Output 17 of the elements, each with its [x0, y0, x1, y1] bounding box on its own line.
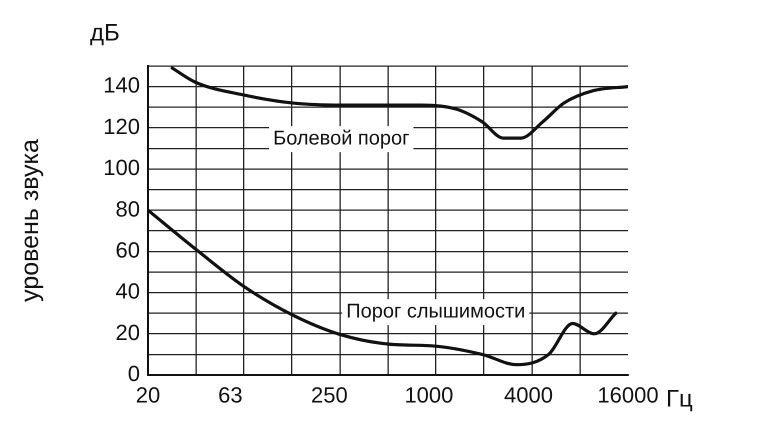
y-tick-label: 20	[116, 320, 140, 345]
x-tick-label: 250	[311, 382, 348, 408]
y-tick-label: 40	[116, 278, 140, 304]
text: дБ	[90, 20, 120, 47]
y-axis-title: уровень звука	[16, 139, 44, 302]
x-tick-label: 16000	[597, 382, 659, 408]
y-tick-label: 60	[116, 237, 140, 262]
x-tick-label: 63	[218, 382, 243, 408]
x-tick-label: 1000	[404, 382, 454, 408]
series-label: Порог слышимости	[346, 300, 526, 323]
y-tick-label: 120	[103, 114, 140, 139]
y-tick-label: 80	[116, 196, 140, 222]
y-tick-label: 140	[103, 72, 140, 98]
y-tick-label: 100	[103, 155, 140, 180]
x-axis-title: Гц	[666, 386, 693, 413]
x-tick-label: 4000	[504, 382, 553, 408]
series-label: Болевой порог	[273, 128, 410, 150]
